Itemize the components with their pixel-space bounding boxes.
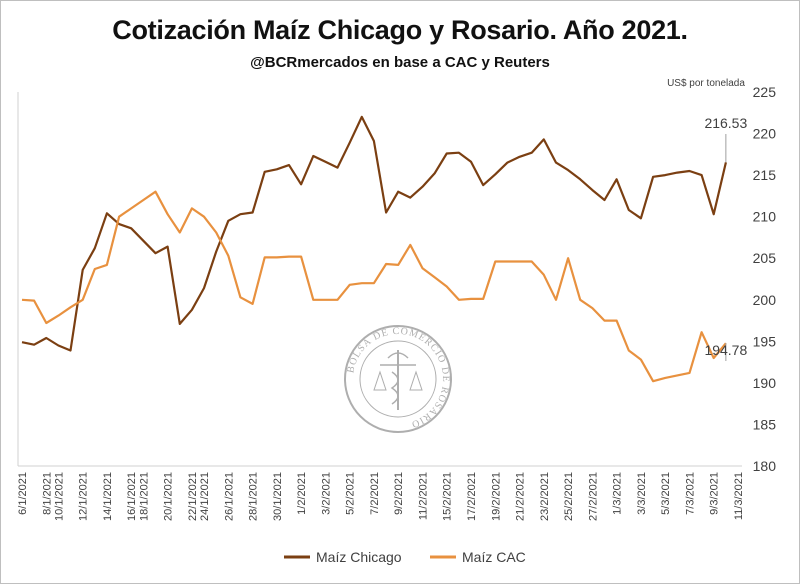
y-tick-label: 180 [753, 458, 777, 474]
x-tick-label: 8/1/2021 [41, 472, 53, 515]
legend: Maíz Chicago Maíz CAC [284, 549, 526, 565]
y-tick-label: 200 [753, 292, 777, 308]
x-tick-label: 11/2/2021 [417, 472, 429, 520]
x-tick-label: 11/3/2021 [733, 472, 745, 520]
x-tick-label: 15/2/2021 [442, 472, 454, 521]
x-tick-label: 5/3/2021 [660, 472, 672, 515]
x-tick-label: 9/3/2021 [709, 472, 721, 515]
y-tick-label: 215 [753, 167, 777, 183]
x-tick-label: 7/3/2021 [684, 472, 696, 515]
x-tick-label: 16/1/2021 [126, 472, 138, 521]
x-tick-label: 10/1/2021 [53, 472, 65, 521]
x-tick-label: 5/2/2021 [345, 472, 357, 515]
x-tick-label: 28/1/2021 [248, 472, 260, 521]
y-tick-label: 185 [753, 416, 777, 432]
x-tick-label: 25/2/2021 [563, 472, 575, 521]
end-value-label: 216.53 [704, 115, 747, 131]
watermark-seal: BOLSA DE COMERCIO DE ROSARIO [344, 325, 452, 433]
x-tick-label: 6/1/2021 [17, 472, 29, 515]
x-tick-label: 9/2/2021 [393, 472, 405, 515]
x-tick-label: 27/2/2021 [587, 472, 599, 521]
x-tick-label: 7/2/2021 [369, 472, 381, 515]
x-tick-label: 17/2/2021 [466, 472, 478, 521]
x-tick-label: 24/1/2021 [199, 472, 211, 521]
y-tick-label: 210 [753, 209, 777, 225]
x-tick-label: 18/1/2021 [138, 472, 150, 521]
y-tick-label: 205 [753, 250, 777, 266]
y-tick-label: 220 [753, 126, 777, 142]
x-tick-label: 3/3/2021 [636, 472, 648, 515]
x-tick-label: 3/2/2021 [320, 472, 332, 515]
x-tick-label: 26/1/2021 [223, 472, 235, 521]
x-tick-label: 1/3/2021 [612, 472, 624, 515]
y-tick-label: 225 [753, 84, 777, 100]
x-tick-label: 30/1/2021 [272, 472, 284, 521]
end-value-label: 194.78 [704, 342, 747, 358]
x-tick-label: 14/1/2021 [102, 472, 114, 521]
y-axis-unit-label: US$ por tonelada [667, 78, 745, 89]
chart-title: Cotización Maíz Chicago y Rosario. Año 2… [112, 15, 688, 45]
x-tick-label: 20/1/2021 [163, 472, 175, 521]
legend-label-cac: Maíz CAC [462, 549, 526, 565]
x-tick-label: 19/2/2021 [490, 472, 502, 521]
legend-label-chicago: Maíz Chicago [316, 549, 402, 565]
y-tick-label: 195 [753, 333, 777, 349]
chart-subtitle: @BCRmercados en base a CAC y Reuters [250, 54, 550, 71]
x-tick-label: 22/1/2021 [187, 472, 199, 521]
x-tick-label: 1/2/2021 [296, 472, 308, 515]
x-tick-label: 12/1/2021 [78, 472, 90, 521]
x-tick-label: 23/2/2021 [539, 472, 551, 521]
series-line-maiz-cac [21, 190, 727, 383]
series-line-maiz-chicago [21, 115, 727, 352]
x-tick-label: 21/2/2021 [515, 472, 527, 521]
y-tick-label: 190 [753, 375, 777, 391]
